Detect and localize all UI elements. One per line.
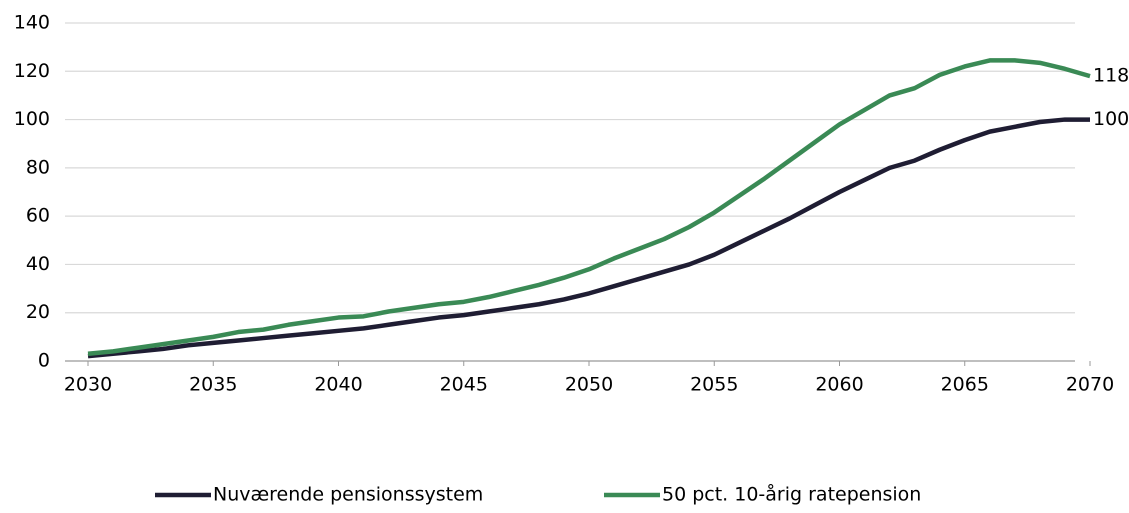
y-tick-label: 20 bbox=[26, 301, 50, 323]
x-tick-label: 2070 bbox=[1066, 374, 1114, 396]
end-label: 118 bbox=[1093, 65, 1129, 87]
series-line bbox=[87, 117, 1090, 359]
series-line bbox=[87, 58, 1091, 356]
x-tick-label: 2040 bbox=[314, 374, 362, 396]
y-tick-label: 0 bbox=[38, 350, 50, 372]
x-tick-label: 2060 bbox=[815, 374, 863, 396]
x-tick-label: 2035 bbox=[189, 374, 237, 396]
x-tick-label: 2030 bbox=[64, 374, 112, 396]
x-tick-label: 2055 bbox=[690, 374, 738, 396]
y-tick-label: 80 bbox=[26, 156, 50, 178]
y-tick-label: 40 bbox=[26, 253, 50, 275]
y-tick-label: 100 bbox=[14, 108, 50, 130]
legend-label: 50 pct. 10-årig ratepension bbox=[662, 483, 921, 506]
y-tick-label: 140 bbox=[14, 12, 50, 34]
y-tick-label: 60 bbox=[26, 205, 50, 227]
x-tick-label: 2045 bbox=[440, 374, 488, 396]
x-tick-label: 2050 bbox=[565, 374, 613, 396]
end-label: 100 bbox=[1093, 108, 1129, 130]
legend-label: Nuværende pensionssystem bbox=[213, 484, 483, 506]
x-tick-label: 2065 bbox=[941, 374, 989, 396]
y-tick-label: 120 bbox=[14, 60, 50, 82]
